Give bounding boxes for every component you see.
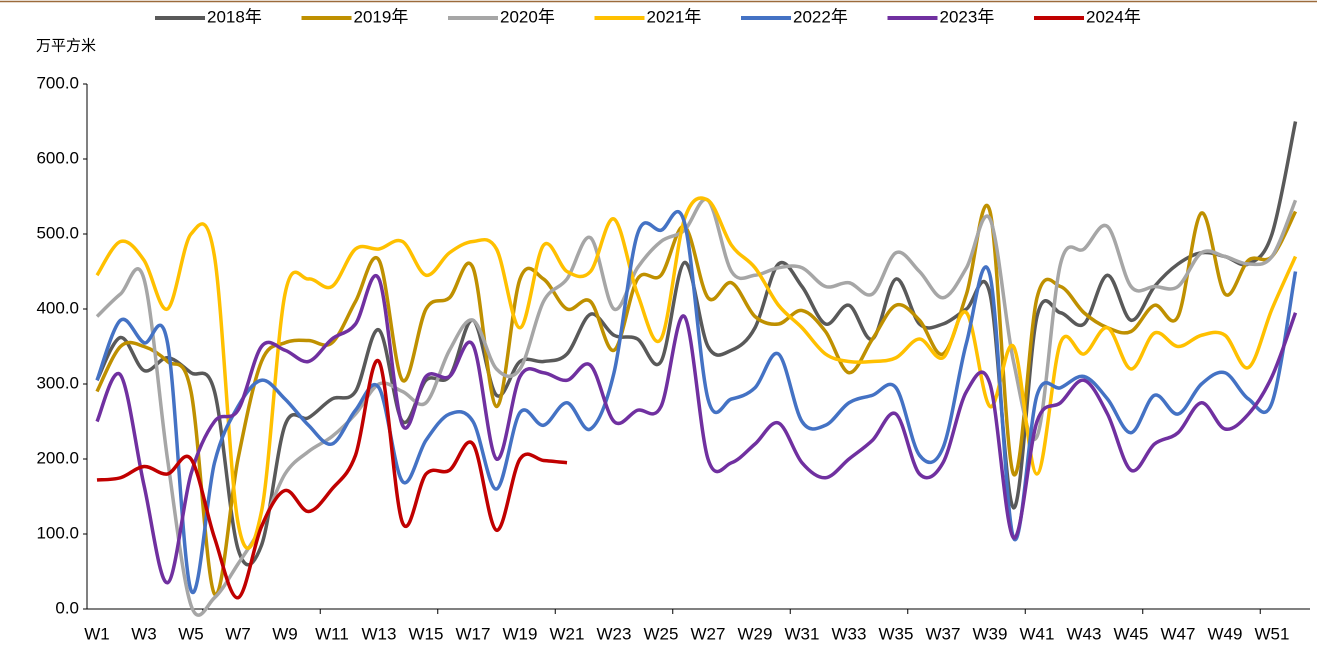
x-tick-label: W41: [1020, 624, 1055, 643]
series-line: [95, 196, 1298, 550]
x-tick-label: W27: [691, 624, 726, 643]
y-tick-label: 400.0: [36, 298, 79, 317]
y-axis-label: 万平方米: [36, 37, 96, 55]
x-tick-label: W3: [131, 624, 157, 643]
x-tick-label: W7: [225, 624, 251, 643]
series-line: [95, 121, 1298, 567]
x-tick-label: W33: [832, 624, 867, 643]
x-tick-label: W39: [973, 624, 1008, 643]
x-tick-label: W21: [550, 624, 585, 643]
legend-label: 2021年: [647, 7, 702, 26]
series-line: [96, 358, 568, 600]
y-tick-label: 500.0: [36, 223, 79, 242]
series-line: [95, 203, 1298, 597]
x-tick-label: W29: [738, 624, 773, 643]
x-tick-label: W51: [1255, 624, 1290, 643]
y-tick-label: 100.0: [36, 523, 79, 542]
x-tick-label: W43: [1067, 624, 1102, 643]
x-tick-label: W9: [272, 624, 298, 643]
series-line: [95, 274, 1298, 585]
series-line: [95, 210, 1298, 595]
x-tick-label: W15: [409, 624, 444, 643]
x-tick-label: W19: [503, 624, 538, 643]
x-tick-label: W45: [1114, 624, 1149, 643]
legend-label: 2019年: [354, 7, 409, 26]
x-tick-label: W11: [315, 624, 349, 643]
y-tick-label: 0.0: [55, 598, 79, 617]
x-tick-label: W17: [456, 624, 491, 643]
x-tick-label: W31: [785, 624, 820, 643]
x-tick-label: W5: [178, 624, 204, 643]
legend-label: 2022年: [793, 7, 848, 26]
y-tick-label: 300.0: [36, 373, 79, 392]
x-tick-label: W23: [597, 624, 632, 643]
y-tick-label: 200.0: [36, 448, 79, 467]
legend-label: 2024年: [1086, 7, 1141, 26]
y-tick-label: 600.0: [36, 148, 79, 167]
x-tick-label: W49: [1208, 624, 1243, 643]
x-tick-label: W25: [644, 624, 679, 643]
y-tick-label: 700.0: [36, 73, 79, 92]
legend-label: 2020年: [500, 7, 555, 26]
x-tick-label: W1: [84, 624, 110, 643]
legend-label: 2018年: [207, 7, 262, 26]
legend-label: 2023年: [940, 7, 995, 26]
x-tick-label: W37: [926, 624, 961, 643]
x-tick-label: W47: [1161, 624, 1196, 643]
x-tick-label: W35: [879, 624, 914, 643]
x-tick-label: W13: [362, 624, 397, 643]
